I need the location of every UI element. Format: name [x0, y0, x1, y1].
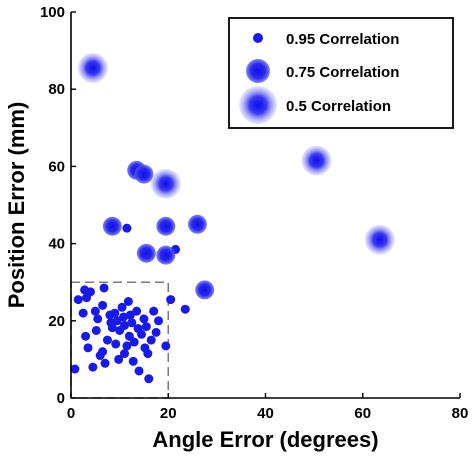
- point-050: [301, 145, 332, 176]
- point-095: [151, 327, 161, 337]
- point-095: [132, 306, 142, 316]
- point-095: [73, 295, 83, 305]
- point-095: [85, 287, 95, 297]
- y-tick-label: 20: [48, 313, 65, 330]
- y-axis-ticks: 0 20 40 60 80 100: [40, 4, 76, 407]
- y-tick-label: 40: [48, 236, 65, 253]
- point-050: [364, 224, 395, 255]
- x-tick-label: 60: [354, 405, 371, 422]
- y-axis-label: Position Error (mm): [4, 102, 29, 309]
- legend-marker-075: [246, 59, 270, 83]
- point-095: [90, 306, 100, 316]
- y-tick-label: 0: [57, 390, 65, 407]
- point-095: [70, 364, 80, 374]
- legend-marker-050: [239, 86, 277, 124]
- point-095: [93, 314, 103, 324]
- point-050: [77, 52, 108, 83]
- x-tick-label: 20: [160, 405, 177, 422]
- point-095: [137, 329, 147, 339]
- data-points: [70, 52, 395, 384]
- point-075: [187, 214, 207, 234]
- point-095: [180, 304, 190, 314]
- point-095: [166, 295, 176, 305]
- y-tick-label: 80: [48, 81, 65, 98]
- point-095: [102, 335, 112, 345]
- point-095: [119, 349, 129, 359]
- point-095: [123, 297, 133, 306]
- point-095: [99, 283, 109, 293]
- point-075: [134, 164, 154, 184]
- x-tick-label: 80: [452, 405, 469, 422]
- point-050: [150, 168, 181, 199]
- point-095: [81, 331, 91, 341]
- y-tick-label: 100: [40, 4, 65, 21]
- legend-label-075: 0.75 Correlation: [286, 64, 399, 81]
- point-095: [129, 337, 139, 347]
- point-095: [146, 335, 156, 345]
- point-095: [119, 312, 129, 322]
- point-095: [139, 314, 149, 324]
- point-095: [88, 362, 98, 372]
- legend: 0.95 Correlation 0.75 Correlation 0.5 Co…: [228, 17, 454, 129]
- point-075: [136, 243, 156, 263]
- x-tick-label: 40: [257, 405, 274, 422]
- point-095: [161, 341, 171, 351]
- point-095: [100, 358, 110, 368]
- x-axis-ticks: 0 20 40 60 80: [67, 393, 469, 422]
- point-095: [119, 320, 129, 330]
- point-095: [107, 323, 117, 333]
- point-095: [110, 308, 120, 318]
- point-075: [195, 280, 215, 300]
- x-tick-label: 0: [67, 405, 75, 422]
- point-095: [128, 356, 138, 366]
- point-075: [156, 245, 176, 265]
- point-095: [143, 349, 153, 359]
- point-095: [117, 302, 127, 312]
- point-095: [144, 374, 154, 384]
- point-095: [114, 354, 124, 364]
- y-tick-label: 60: [48, 158, 65, 175]
- point-095: [122, 223, 132, 233]
- point-095: [141, 322, 151, 332]
- point-095: [111, 339, 121, 349]
- point-095: [83, 343, 93, 353]
- point-095: [154, 316, 164, 326]
- point-095: [127, 318, 137, 328]
- point-095: [149, 306, 159, 316]
- plot-area: 0 20 40 60 80 0 20 40 60 80 100: [40, 4, 468, 422]
- point-095: [78, 308, 88, 318]
- point-075: [102, 216, 122, 236]
- point-095: [91, 325, 101, 335]
- legend-marker-095: [253, 33, 263, 43]
- point-095: [98, 300, 108, 310]
- point-095: [98, 347, 108, 357]
- legend-label-095: 0.95 Correlation: [286, 31, 399, 48]
- point-095: [122, 341, 132, 351]
- point-075: [156, 216, 176, 236]
- point-095: [134, 366, 144, 376]
- legend-label-050: 0.5 Correlation: [286, 98, 391, 115]
- x-axis-label: Angle Error (degrees): [152, 427, 378, 452]
